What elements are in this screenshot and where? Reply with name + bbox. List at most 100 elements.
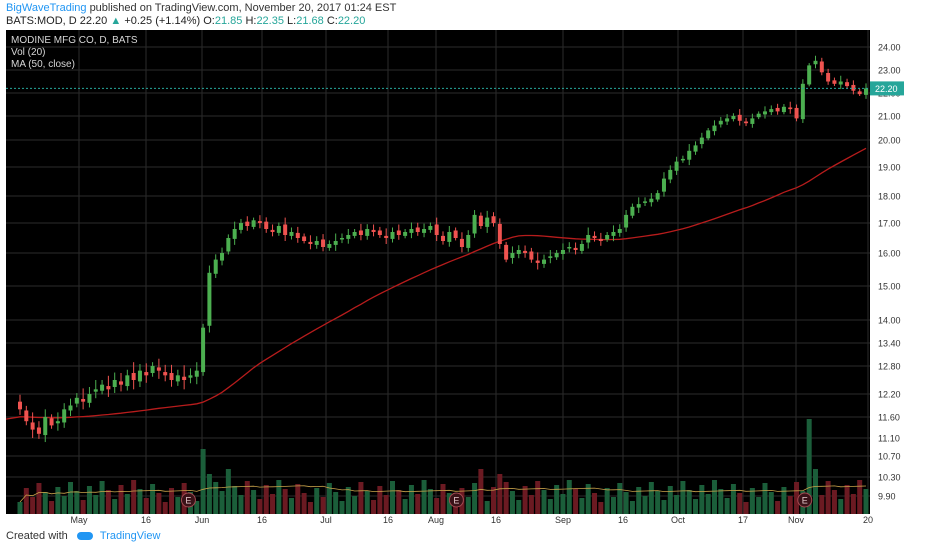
candle-body xyxy=(630,207,634,216)
candle-body xyxy=(624,215,628,228)
candle-body xyxy=(428,226,432,230)
price-tick-label: 24.00 xyxy=(878,43,901,53)
time-tick-label: Oct xyxy=(671,515,686,525)
candle-body xyxy=(738,115,742,121)
candle-body xyxy=(479,216,483,226)
time-tick-label: Jul xyxy=(320,515,332,525)
time-tick-label: Aug xyxy=(428,515,444,525)
candle-body xyxy=(359,231,363,236)
candle-body xyxy=(207,273,211,326)
candle-body xyxy=(782,107,786,112)
candle-body xyxy=(498,224,502,244)
volume-bar xyxy=(819,495,824,514)
volume-bar xyxy=(226,469,231,514)
candle-body xyxy=(643,201,647,203)
candle-body xyxy=(252,220,256,227)
volume-bar xyxy=(542,490,547,514)
candle-body xyxy=(813,61,817,64)
volume-bar xyxy=(624,492,629,514)
time-tick-label: 16 xyxy=(141,515,151,525)
earnings-marker-label: E xyxy=(185,496,191,506)
volume-bar xyxy=(605,488,610,514)
volume-bar xyxy=(119,485,124,514)
volume-bar xyxy=(611,497,616,514)
price-tick-label: 21.00 xyxy=(878,112,901,122)
candle-body xyxy=(694,145,698,151)
up-arrow-icon: ▲ xyxy=(110,15,121,27)
volume-bar xyxy=(491,487,496,514)
price-tick-label: 11.60 xyxy=(878,413,900,423)
price-tag-label: 22.20 xyxy=(875,84,898,94)
volume-bar xyxy=(100,481,105,514)
footer-brand[interactable]: TradingView xyxy=(100,530,161,542)
price-tick-label: 9.90 xyxy=(878,492,896,502)
candle-body xyxy=(346,235,350,239)
candle-body xyxy=(548,256,552,258)
volume-bar xyxy=(680,481,685,514)
volume-bar xyxy=(434,498,439,514)
volume-bar xyxy=(403,499,408,514)
volume-bar xyxy=(535,481,540,514)
volume-bar xyxy=(687,490,692,514)
candle-body xyxy=(864,88,868,94)
volume-bar xyxy=(314,488,319,514)
candle-body xyxy=(138,371,142,382)
candle-body xyxy=(769,109,773,112)
volume-bar xyxy=(864,489,869,514)
time-tick-label: 17 xyxy=(738,515,748,525)
candle-body xyxy=(466,235,470,248)
candle-body xyxy=(69,406,73,411)
price-chart[interactable]: E E E 9.90 10.30 10.70 11.10 11.60 12.20 12.80 13… xyxy=(6,30,927,525)
volume-bar xyxy=(428,489,433,514)
volume-bar xyxy=(264,485,269,514)
volume-bar xyxy=(737,493,742,514)
candle-body xyxy=(157,367,161,370)
candle-body xyxy=(712,126,716,132)
candle-body xyxy=(384,236,388,238)
volume-bar xyxy=(573,489,578,514)
candle-body xyxy=(163,372,167,375)
candle-body xyxy=(845,82,849,86)
candle-body xyxy=(245,222,249,226)
candle-body xyxy=(416,228,420,233)
price-tag: 22.20 xyxy=(870,81,904,95)
volume-bar xyxy=(377,486,382,514)
legend-volume: Vol (20) xyxy=(11,47,45,58)
volume-bar xyxy=(466,497,471,514)
volume-bar xyxy=(220,491,225,514)
volume-bar xyxy=(516,500,521,514)
volume-bar xyxy=(156,493,161,514)
volume-bar xyxy=(358,482,363,514)
volume-bar xyxy=(478,469,483,514)
volume-bar xyxy=(497,474,502,514)
volume-bar xyxy=(74,491,79,514)
volume-bar xyxy=(49,501,54,514)
candle-body xyxy=(264,222,268,229)
earnings-marker-label: E xyxy=(453,496,459,506)
candle-body xyxy=(87,394,91,403)
volume-bar xyxy=(308,502,313,514)
candle-body xyxy=(422,229,426,233)
candle-body xyxy=(580,244,584,251)
volume-bar xyxy=(18,502,23,514)
volume-bar xyxy=(384,495,389,514)
candle-body xyxy=(94,389,98,391)
volume-bar xyxy=(396,490,401,514)
volume-bar xyxy=(163,502,168,514)
volume-bar xyxy=(472,483,477,514)
low-label: L: xyxy=(287,15,296,27)
candle-body xyxy=(321,240,325,248)
candle-body xyxy=(719,121,723,125)
author-link[interactable]: BigWaveTrading xyxy=(6,2,87,14)
candle-body xyxy=(454,231,458,239)
candle-body xyxy=(801,84,805,119)
volume-bar xyxy=(137,489,142,514)
volume-bar xyxy=(390,481,395,514)
time-tick-label: 16 xyxy=(383,515,393,525)
candle-body xyxy=(24,410,28,421)
volume-bar xyxy=(699,485,704,514)
volume-bar xyxy=(422,480,427,514)
candle-body xyxy=(283,225,287,236)
symbol-label: BATS:MOD, D xyxy=(6,15,77,27)
candle-body xyxy=(239,223,243,230)
